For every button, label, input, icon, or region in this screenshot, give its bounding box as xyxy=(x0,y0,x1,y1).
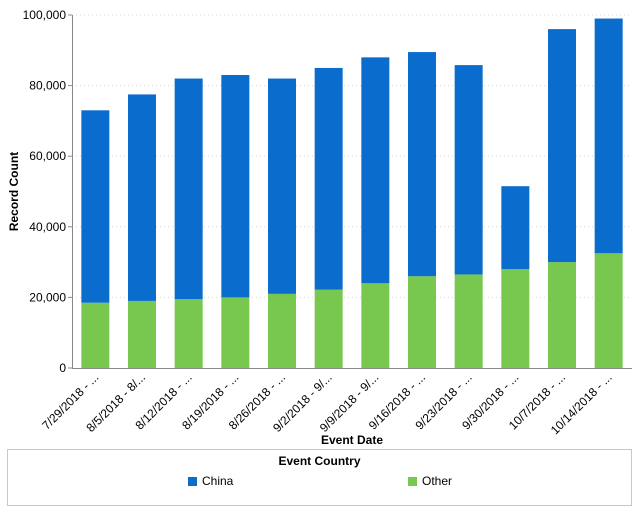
bar-china[interactable] xyxy=(361,57,390,284)
chart: 0 20,000 40,000 60,000 80,000 100,000 7/29/20… xyxy=(7,8,632,447)
bar-china[interactable] xyxy=(408,52,436,277)
bar-other[interactable] xyxy=(408,276,436,368)
legend-label-china: China xyxy=(202,474,234,488)
legend-swatch-china xyxy=(188,476,197,486)
gridlines xyxy=(72,14,632,298)
y-tick-label: 40,000 xyxy=(29,220,66,234)
x-axis-title: Event Date xyxy=(321,433,383,447)
bar-area xyxy=(81,18,623,368)
bar-other[interactable] xyxy=(221,297,250,368)
bar-other[interactable] xyxy=(548,262,576,368)
bar-other[interactable] xyxy=(268,293,296,368)
bar-other[interactable] xyxy=(174,299,203,368)
y-tick-label: 0 xyxy=(59,361,66,375)
bar-other[interactable] xyxy=(81,302,110,368)
bar-other[interactable] xyxy=(314,289,343,368)
bar-china[interactable] xyxy=(174,78,203,300)
legend: Event Country China Other xyxy=(7,449,632,506)
bar-china[interactable] xyxy=(594,18,623,254)
bar-china[interactable] xyxy=(501,186,530,270)
bar-china[interactable] xyxy=(548,29,576,263)
y-tick-label: 60,000 xyxy=(29,149,66,163)
bar-china[interactable] xyxy=(268,78,296,294)
y-axis-ticks: 0 20,000 40,000 60,000 80,000 100,000 xyxy=(23,8,72,375)
bar-china[interactable] xyxy=(128,94,156,301)
bar-china[interactable] xyxy=(221,75,250,298)
y-axis-title: Record Count xyxy=(7,152,21,231)
bar-china[interactable] xyxy=(81,110,110,303)
legend-item-other[interactable]: Other xyxy=(408,474,452,488)
bar-other[interactable] xyxy=(594,253,623,368)
legend-label-other: Other xyxy=(422,474,453,488)
bar-china[interactable] xyxy=(454,65,483,275)
bar-other[interactable] xyxy=(501,269,530,368)
bar-other[interactable] xyxy=(361,283,390,368)
legend-item-china[interactable]: China xyxy=(188,474,233,488)
bar-china[interactable] xyxy=(314,67,343,290)
bar-other[interactable] xyxy=(128,300,156,368)
legend-title: Event Country xyxy=(278,454,361,468)
x-axis-ticks: 7/29/2018 - ...8/5/2018 - 8/...8/12/2018… xyxy=(39,370,615,437)
bar-other[interactable] xyxy=(454,274,483,368)
y-tick-label: 20,000 xyxy=(29,290,66,304)
y-tick-label: 100,000 xyxy=(23,8,67,22)
y-tick-label: 80,000 xyxy=(29,79,66,93)
legend-swatch-other xyxy=(408,476,417,486)
